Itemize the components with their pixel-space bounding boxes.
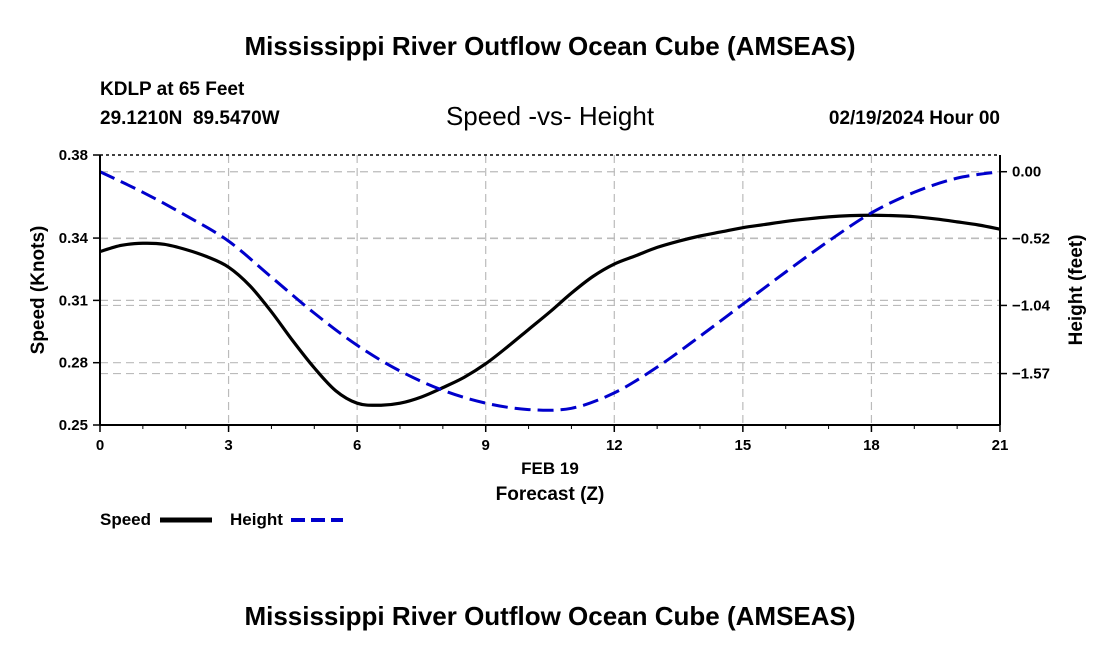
- station-label: KDLP at 65 Feet: [100, 79, 245, 100]
- x-tick-label: 21: [992, 437, 1009, 454]
- x-tick-label: 15: [735, 437, 752, 454]
- footer-title: Mississippi River Outflow Ocean Cube (AM…: [244, 601, 855, 631]
- series-line-speed: [99, 213, 1001, 407]
- plot-frame: [99, 154, 1001, 426]
- date-label: 02/19/2024 Hour 00: [829, 108, 1000, 129]
- legend-speed-label: Speed: [100, 510, 151, 529]
- x-axis-title: Forecast (Z): [496, 484, 605, 505]
- y2-axis-title: Height (feet): [1066, 235, 1087, 346]
- axis-ticks: 0 3 6 9 12 15 18 21 0.25 0.28 0.31 0.34 0.38 0.00 −0.5…: [59, 147, 1051, 454]
- x-tick-label: 0: [96, 437, 104, 454]
- y-tick-label: 0.34: [59, 230, 89, 247]
- coords-label: 29.1210N 89.5470W: [100, 108, 280, 129]
- y-tick-label: 0.38: [59, 147, 88, 164]
- legend-height-label: Height: [230, 510, 283, 529]
- x-tick-label: 3: [224, 437, 232, 454]
- x-tick-label: 18: [863, 437, 880, 454]
- main-title: Mississippi River Outflow Ocean Cube (AM…: [244, 31, 855, 61]
- x-tick-label: 6: [353, 437, 361, 454]
- y-tick-label: 0.25: [59, 417, 88, 434]
- x-tick-label: 12: [606, 437, 623, 454]
- y2-tick-label: −0.52: [1012, 231, 1050, 248]
- series-group: [99, 170, 1001, 412]
- y-tick-label: 0.31: [59, 292, 88, 309]
- y2-tick-label: 0.00: [1012, 164, 1041, 181]
- x-date-label: FEB 19: [521, 459, 579, 478]
- y-tick-label: 0.28: [59, 355, 88, 372]
- y-axis-title: Speed (Knots): [28, 226, 49, 355]
- chart-title: Speed -vs- Height: [446, 101, 655, 131]
- y2-tick-label: −1.57: [1012, 366, 1050, 383]
- grid: [100, 155, 1000, 425]
- x-tick-label: 9: [482, 437, 490, 454]
- legend: Speed Height: [100, 510, 343, 529]
- series-line-height: [99, 170, 1001, 412]
- y2-tick-label: −1.04: [1012, 297, 1051, 314]
